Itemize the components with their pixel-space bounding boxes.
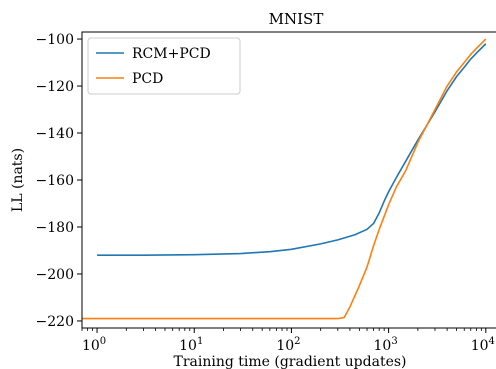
legend: RCM+PCD PCD bbox=[87, 37, 241, 95]
x-tick-label: 102 bbox=[276, 336, 300, 354]
y-tick-label: −180 bbox=[36, 220, 74, 236]
y-tick-label: −140 bbox=[36, 126, 74, 142]
y-tick-label: −120 bbox=[36, 79, 74, 95]
x-tick-label: 101 bbox=[179, 336, 203, 354]
plot-frame bbox=[81, 31, 496, 329]
y-tick-label: −160 bbox=[36, 173, 74, 189]
x-tick-label: 104 bbox=[471, 336, 495, 354]
x-axis-label: Training time (gradient updates) bbox=[173, 354, 406, 369]
y-tick-label: −200 bbox=[36, 267, 74, 283]
series-line-rcm-pcd bbox=[97, 43, 487, 256]
y-tick-label: −220 bbox=[36, 314, 74, 330]
x-tick-label: 100 bbox=[82, 336, 106, 354]
axis-ticks: −100 −120 −140 −160 −180 −200 −220 100 101 102 103… bbox=[36, 32, 495, 354]
chart-title: MNIST bbox=[269, 10, 324, 28]
y-axis-label: LL (nats) bbox=[10, 148, 26, 212]
legend-label-pcd: PCD bbox=[132, 71, 163, 87]
plot-area bbox=[82, 38, 487, 320]
series-line-pcd bbox=[82, 38, 487, 320]
legend-box bbox=[87, 37, 241, 95]
y-tick-label: −100 bbox=[36, 32, 74, 48]
legend-label-rcm-pcd: RCM+PCD bbox=[132, 46, 211, 62]
x-tick-label: 103 bbox=[374, 336, 398, 354]
